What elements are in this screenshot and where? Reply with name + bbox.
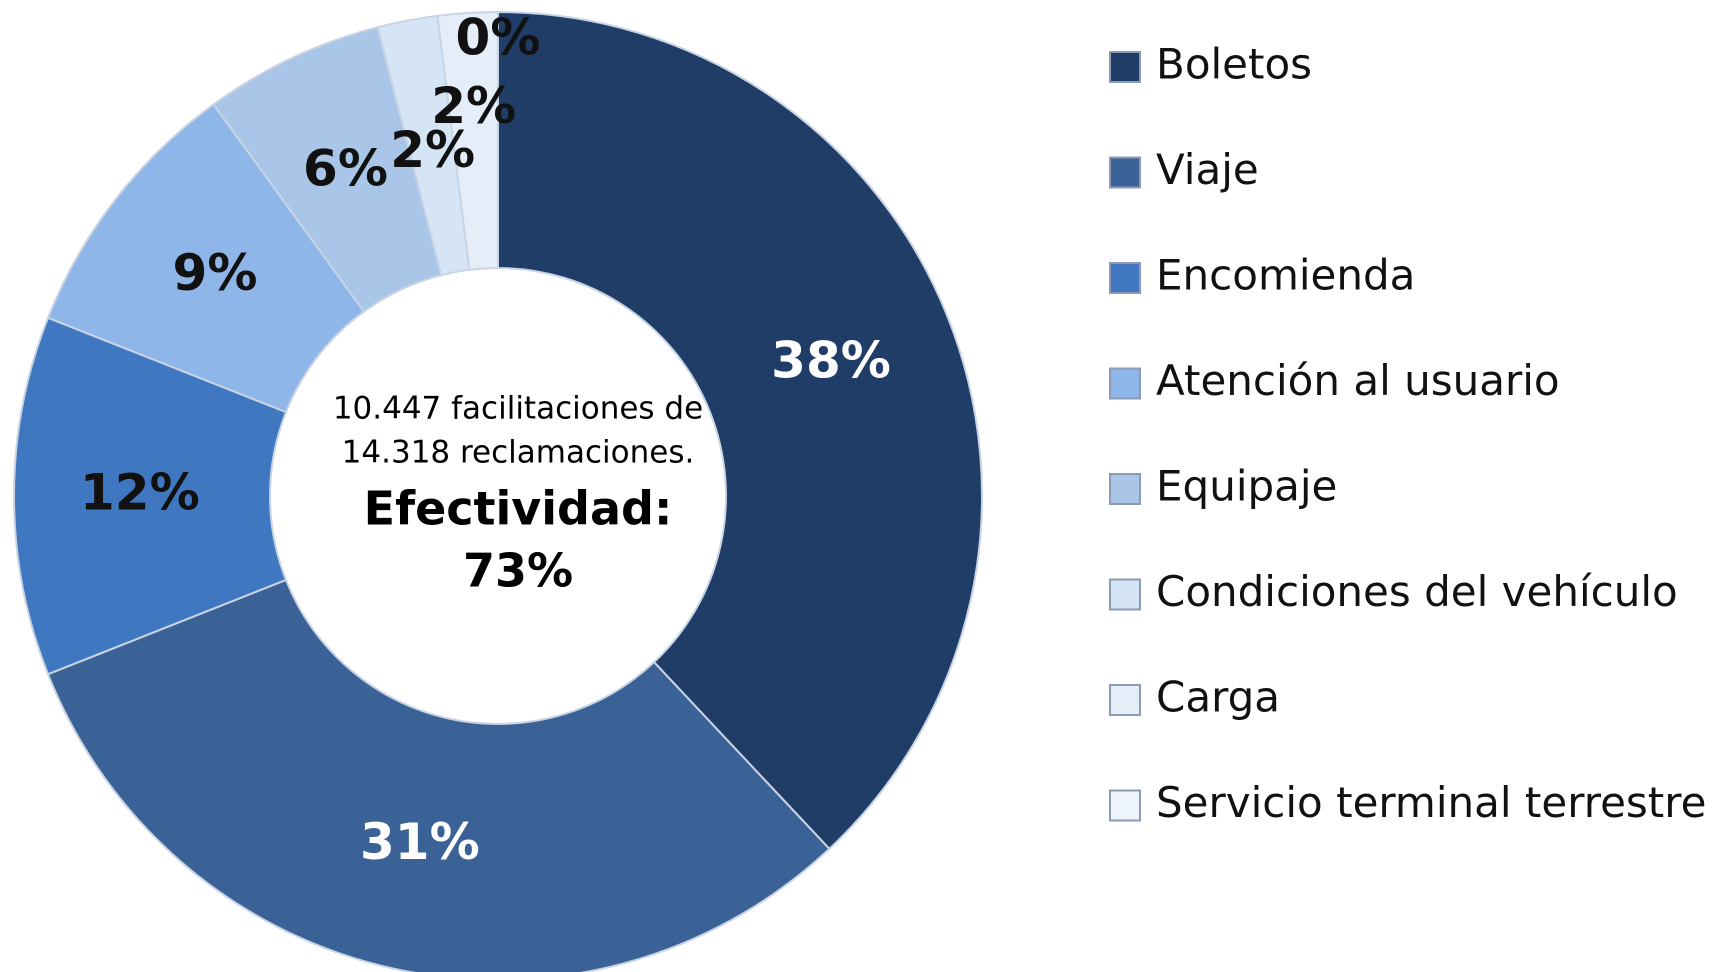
slice: [13, 316, 288, 676]
value-label: 6%: [303, 139, 388, 197]
legend-label: Condiciones del vehículo: [1156, 567, 1678, 616]
center-note: 73%: [463, 544, 573, 598]
legend-swatch: [1109, 51, 1141, 83]
value-label: 2%: [390, 121, 475, 179]
legend-label: Viaje: [1156, 145, 1259, 194]
donut: [13, 10, 983, 972]
value-label: 2%: [431, 77, 516, 135]
legend-swatch: [1109, 578, 1141, 611]
value-label: 38%: [771, 332, 891, 390]
legend-swatch: [1109, 789, 1141, 822]
legend-label: Encomienda: [1156, 251, 1415, 300]
center-note: 10.447 facilitaciones de: [333, 391, 703, 427]
legend-label: Equipaje: [1156, 462, 1337, 511]
legend-swatch: [1109, 262, 1141, 294]
legend-swatch: [1109, 684, 1141, 716]
value-label: 12%: [80, 464, 200, 522]
slice: [497, 10, 983, 851]
value-label: 31%: [360, 813, 480, 871]
legend-swatch: [1109, 473, 1141, 505]
center-note: Efectividad:: [364, 482, 673, 536]
legend-label: Boletos: [1156, 40, 1312, 89]
center-note: 14.318 reclamaciones.: [342, 435, 695, 471]
legend-label: Servicio terminal terrestre: [1156, 778, 1706, 827]
value-label: 0%: [456, 9, 541, 67]
legend-swatch: [1109, 367, 1141, 400]
legend-label: Atención al usuario: [1156, 356, 1560, 405]
slice: [46, 578, 831, 972]
legend-label: Carga: [1156, 673, 1280, 722]
legend-swatch: [1109, 156, 1141, 189]
value-label: 9%: [173, 244, 258, 302]
